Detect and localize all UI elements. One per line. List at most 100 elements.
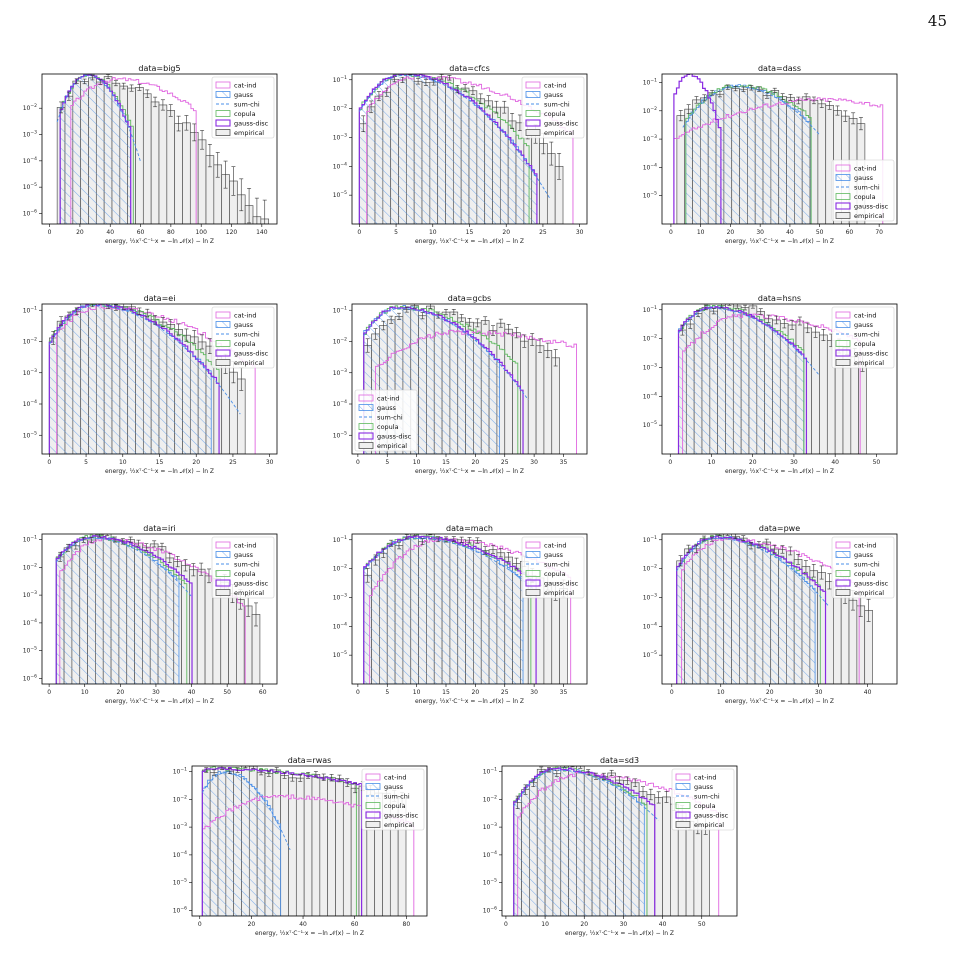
sum-chi-series [682,86,820,136]
legend-swatch [215,551,231,558]
legend-label: gauss [854,551,874,559]
legend-swatch [358,394,374,402]
axes-frame [351,533,588,685]
empirical-bar [840,593,850,684]
gauss-disc-series [677,306,808,454]
empirical-bar [811,331,820,454]
legend-swatch [675,802,691,809]
legend-label: empirical [544,589,574,597]
chart-panel-pwe: data=pwe 0 10 20 30 40 10−5 10−4 10−3 10−2 10−1 ene… [632,520,912,730]
empirical-bar [319,776,329,916]
x-tick-label: 40 [786,229,794,236]
legend-label: cat-ind [384,774,407,782]
x-tick-label: 80 [167,229,175,236]
legend-swatch [835,589,851,596]
legend-swatch [215,340,231,347]
legend-swatch [525,91,541,98]
legend-label: gauss-disc [234,120,269,128]
legend-swatch [215,91,231,98]
x-tick-label: 25 [539,229,547,236]
legend-label: empirical [234,589,264,597]
legend-swatch [365,773,381,781]
chart-title: data=hsns [758,294,801,303]
x-tick-label: 5 [385,459,389,466]
chart-title: data=big5 [138,64,180,73]
legend-label: cat-ind [234,312,257,320]
legend-swatch [835,164,851,172]
x-tick-label: 20 [192,459,200,466]
empirical-bar [817,103,827,224]
empirical-bar [236,599,245,684]
legend-swatch [365,802,381,809]
x-tick-label: 60 [846,229,854,236]
plot-area [677,304,867,454]
empirical-bar [182,122,191,224]
x-tick-label: 0 [47,689,51,696]
chart-title: data=rwas [288,756,332,765]
y-tick-label: 10−2 [333,564,347,573]
empirical-bar [229,371,238,454]
y-tick-label: 10−4 [643,391,657,400]
legend-swatch [675,821,691,828]
legend-label: cat-ind [234,82,257,90]
empirical-bar [543,350,553,454]
y-tick-label: 10−6 [23,673,37,682]
legend-swatch [215,589,231,596]
legend-label: sum-chi [854,331,880,339]
legend-label: cat-ind [544,82,567,90]
x-tick-label: 5 [394,229,398,236]
empirical-bar [228,593,237,684]
y-tick-label: 10−3 [333,368,347,377]
legend-swatch [835,202,851,210]
legend-swatch [215,570,231,577]
legend-label: gauss [234,551,254,559]
legend-label: copula [377,423,399,431]
y-tick-label: 10−3 [333,132,347,141]
empirical-bar [654,797,663,916]
legend-label: empirical [234,359,264,367]
y-tick-label: 10−1 [333,305,347,314]
legend-label: cat-ind [544,542,567,550]
legend-swatch [835,579,851,587]
x-tick-label: 20 [76,229,84,236]
legend-label: cat-ind [694,774,717,782]
x-tick-label: 50 [698,921,706,928]
y-tick-label: 10−6 [23,208,37,217]
x-tick-label: 10 [541,921,549,928]
x-tick-label: 30 [530,459,538,466]
x-tick-label: 0 [356,689,360,696]
y-tick-label: 10−5 [643,420,657,429]
empirical-bar [527,339,537,454]
x-tick-label: 30 [756,229,764,236]
x-tick-label: 25 [501,459,509,466]
y-tick-label: 10−3 [173,822,187,831]
x-tick-label: 10 [119,459,127,466]
legend-swatch [835,311,851,319]
legend-label: gauss-disc [694,812,729,820]
gauss-disc-series [48,304,220,454]
gauss-disc-series [358,74,538,224]
empirical-bar [135,87,144,224]
y-tick-label: 10−4 [23,618,37,627]
legend-label: sum-chi [384,793,410,801]
legend-swatch [525,129,541,136]
x-tick-label: 20 [472,459,480,466]
y-tick-label: 10−5 [333,650,347,659]
axes-frame [661,303,898,455]
empirical-bar [551,357,560,454]
x-tick-label: 60 [137,229,145,236]
legend-swatch [835,359,851,366]
plot-area [363,534,572,684]
legend-swatch [215,110,231,117]
legend-label: sum-chi [854,561,880,569]
chart-title: data=sd3 [600,756,639,765]
x-tick-label: 30 [530,689,538,696]
gauss-series [201,771,282,916]
legend-label: cat-ind [377,395,400,403]
axes-frame [501,765,738,917]
